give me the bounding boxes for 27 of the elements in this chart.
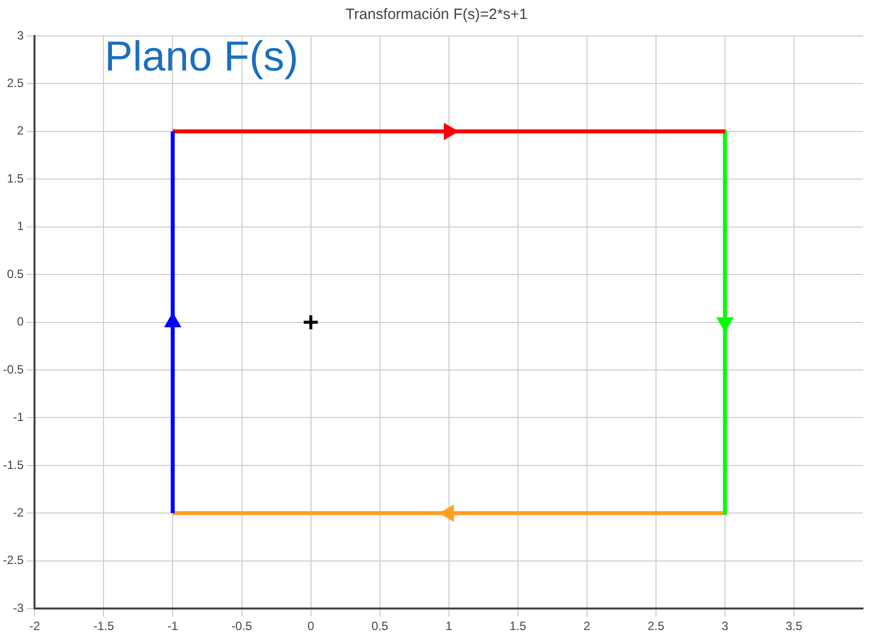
- x-tick-label: -1.5: [93, 619, 114, 634]
- x-tick-label: -0.5: [231, 619, 252, 634]
- x-tick-label: -1: [167, 619, 178, 634]
- y-tick-label: 1: [16, 219, 24, 234]
- x-tick-label: 2: [584, 619, 591, 634]
- annotation: Plano F(s): [104, 32, 298, 80]
- y-tick-label: -1.5: [2, 458, 24, 472]
- y-tick-label: 2: [16, 124, 24, 138]
- y-tick-label: -1: [13, 410, 24, 424]
- y-tick-label: -3: [13, 600, 24, 615]
- x-tick-label: 0.5: [371, 619, 388, 634]
- y-tick-label: 2.5: [6, 76, 24, 90]
- x-tick-label: 1: [445, 619, 452, 634]
- x-tick-label: 1.5: [510, 619, 527, 634]
- y-tick-label: 0.5: [6, 266, 24, 281]
- y-tick-label: 3: [16, 28, 24, 42]
- y-tick-label: -2: [13, 505, 24, 520]
- y-tick-label: 0: [16, 314, 24, 329]
- y-tick-label: -0.5: [2, 362, 24, 376]
- x-tick-label: 0: [307, 619, 314, 634]
- y-tick-label: 1.5: [6, 171, 24, 186]
- chart-title: Transformación F(s)=2*s+1: [345, 6, 528, 24]
- x-tick-label: 3: [722, 619, 729, 634]
- y-tick-label: -2.5: [2, 553, 24, 568]
- x-tick-label: 3.5: [786, 619, 803, 634]
- x-tick-label: -2: [29, 619, 40, 634]
- x-tick-label: 2.5: [648, 619, 665, 634]
